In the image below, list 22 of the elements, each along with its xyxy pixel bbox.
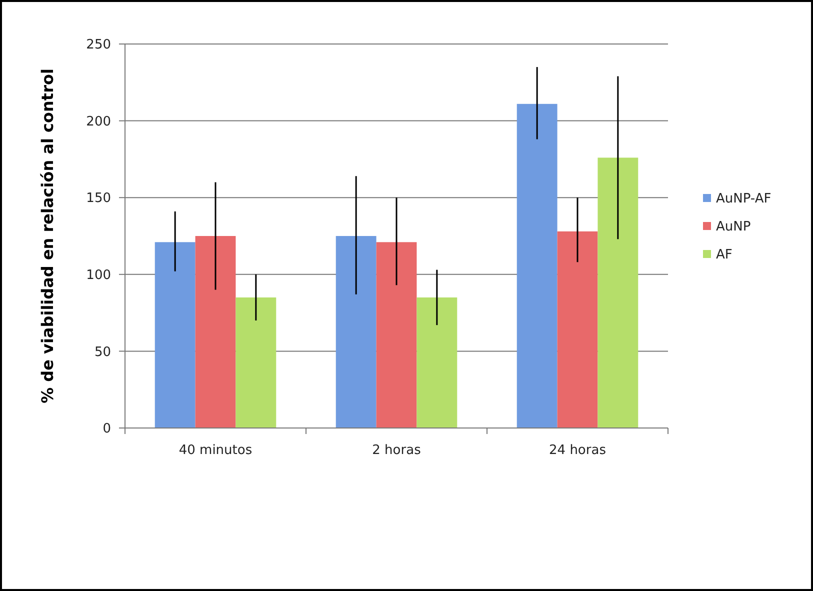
bar xyxy=(416,297,458,428)
bar xyxy=(236,297,276,428)
y-tick-label: 250 xyxy=(86,38,111,53)
y-tick-label: 50 xyxy=(94,344,111,360)
y-axis-title: % de viabilidad en relación al control xyxy=(38,68,57,404)
y-tick-label: 0 xyxy=(102,422,111,437)
x-tick-label: 24 horas xyxy=(549,443,606,458)
legend-label: AuNP-AF xyxy=(716,192,772,207)
bar xyxy=(557,231,598,428)
x-tick-label: 40 minutos xyxy=(178,443,252,458)
bar xyxy=(598,158,638,428)
y-tick-label: 200 xyxy=(86,114,111,130)
bar xyxy=(336,236,376,428)
legend-label: AuNP xyxy=(716,220,751,235)
bar xyxy=(376,242,417,428)
legend-label: AF xyxy=(716,248,732,263)
bar xyxy=(154,242,196,428)
y-tick-label: 150 xyxy=(86,191,111,206)
y-tick-label: 100 xyxy=(86,268,111,283)
x-tick-label: 2 horas xyxy=(372,443,422,458)
bar xyxy=(195,236,236,428)
bar xyxy=(516,104,558,428)
